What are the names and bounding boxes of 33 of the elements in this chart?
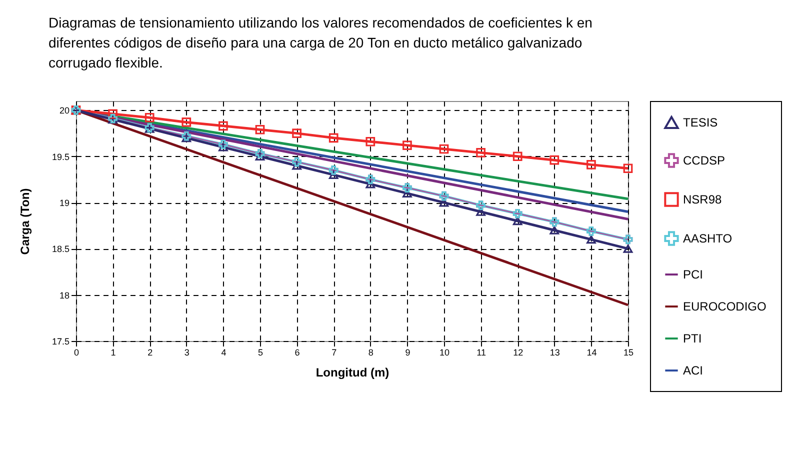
legend-label: NSR98 — [683, 192, 722, 206]
x-tick-label: 11 — [476, 348, 486, 358]
legend-label: EUROCODIGO — [683, 300, 766, 314]
x-tick-label: 9 — [405, 348, 410, 358]
x-tick-label: 7 — [332, 348, 337, 358]
y-tick-label: 19 — [59, 198, 70, 208]
legend-label: ACI — [683, 364, 704, 378]
legend-label: CCDSP — [683, 154, 726, 168]
x-tick-label: 13 — [550, 348, 560, 358]
legend-label: PTI — [683, 332, 702, 346]
x-tick-label: 0 — [74, 348, 80, 358]
x-tick-label: 10 — [439, 348, 450, 358]
chart-title: Diagramas de tensionamiento utilizando los valores recomendados de coeficientes k en diferentes códigos de diseño para una carga de 20 Ton en ducto metálico galvanizado corrugado flexible. — [48, 14, 592, 70]
x-tick-label: 4 — [221, 348, 226, 358]
x-tick-label: 12 — [513, 348, 524, 358]
x-tick-label: 3 — [184, 348, 190, 358]
legend-label: AASHTO — [683, 232, 732, 246]
y-tick-label: 18.5 — [52, 244, 70, 254]
x-tick-label: 6 — [294, 348, 300, 358]
y-tick-label: 18 — [59, 290, 70, 300]
y-tick-label: 20 — [59, 106, 70, 116]
x-tick-label: 15 — [623, 348, 634, 358]
x-tick-label: 2 — [148, 348, 153, 358]
x-tick-label: 14 — [586, 348, 597, 358]
x-tick-label: 1 — [110, 348, 116, 358]
x-axis-title: Longitud (m) — [316, 366, 390, 380]
x-tick-label: 5 — [258, 348, 264, 358]
y-tick-label: 17.5 — [52, 336, 70, 346]
x-tick-label: 8 — [368, 348, 374, 358]
y-tick-label: 19.5 — [52, 152, 70, 162]
legend-label: TESIS — [683, 116, 718, 130]
legend-label: PCI — [683, 268, 704, 282]
y-axis-title: Carga (Ton) — [18, 188, 32, 255]
